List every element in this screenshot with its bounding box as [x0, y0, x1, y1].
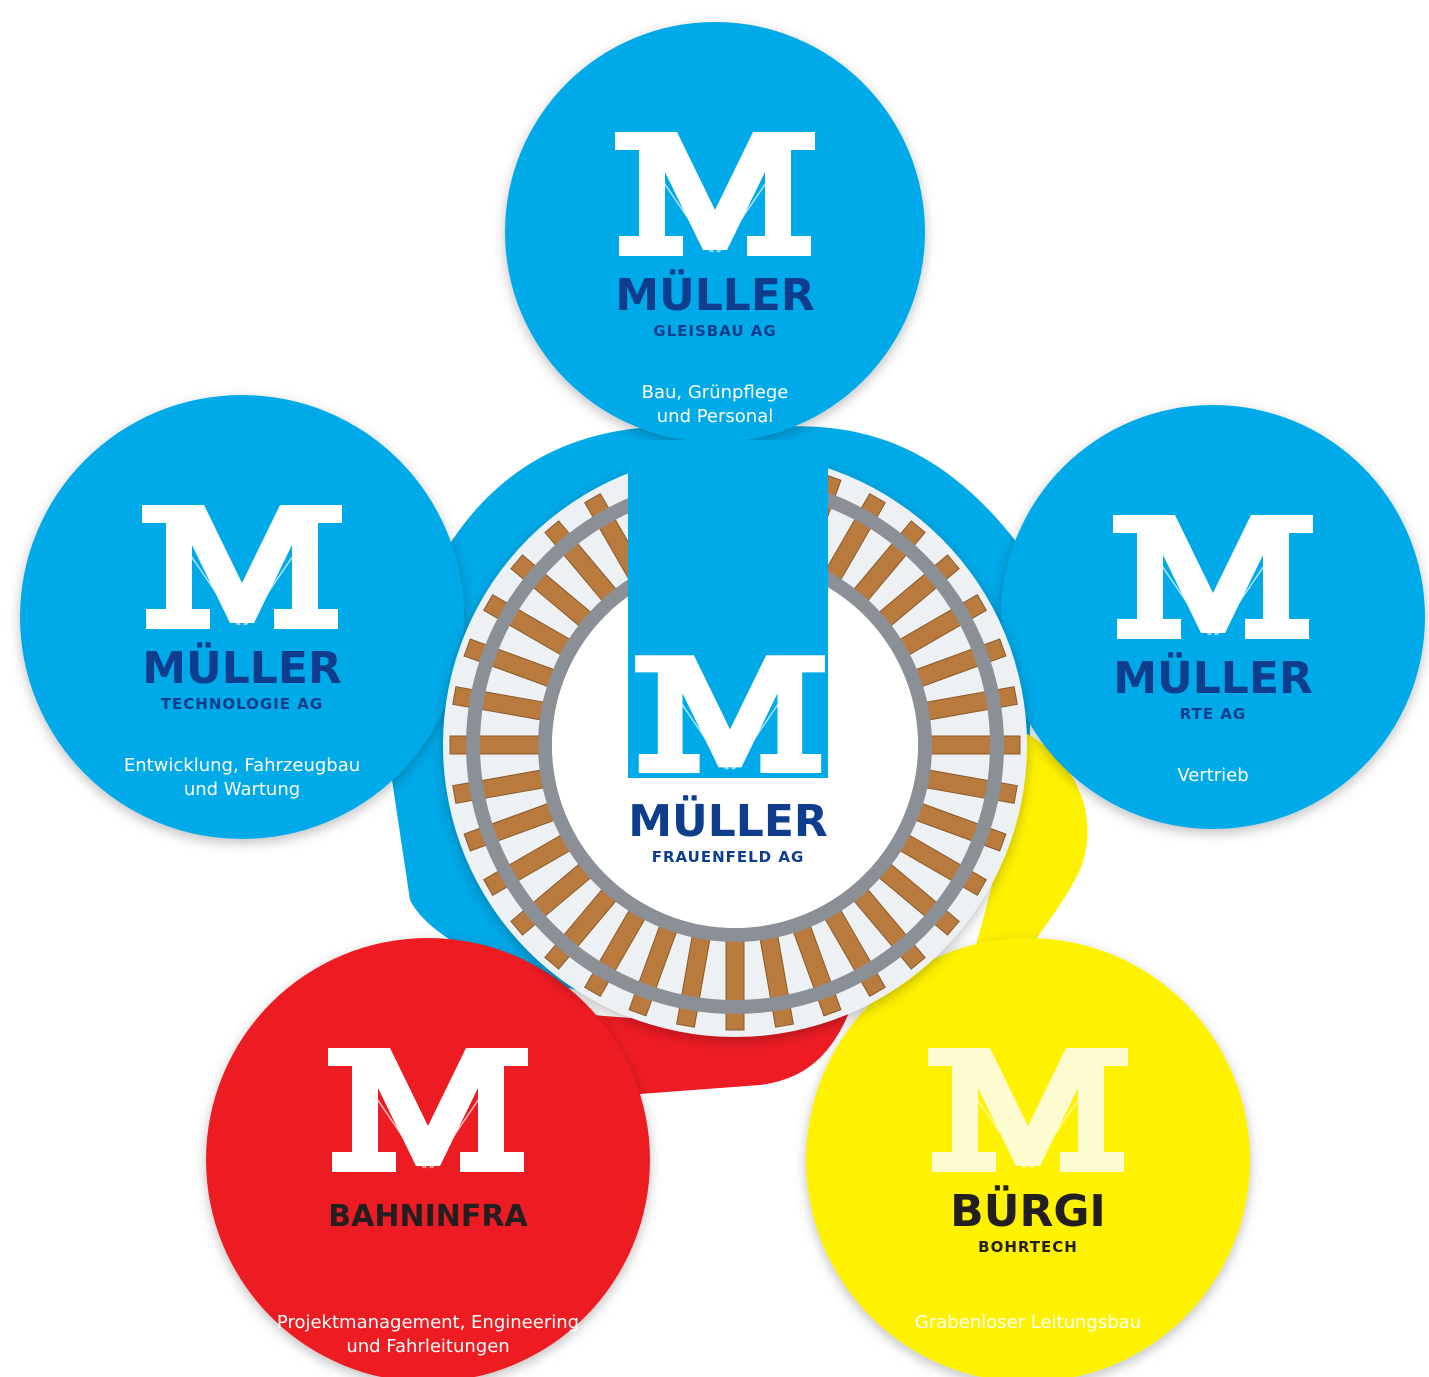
node-description: und Wartung	[184, 779, 300, 800]
sleeper	[726, 930, 744, 1030]
node-company: TECHNOLOGIE AG	[161, 695, 323, 713]
node-company: RTE AG	[1180, 705, 1247, 723]
node-description: Projektmanagement, Engineering	[277, 1312, 579, 1333]
company-node: BAHNINFRA Projektmanagement, Engineering u…	[206, 938, 650, 1377]
node-description: und Fahrleitungen	[346, 1336, 509, 1357]
node-brand: BÜRGI	[950, 1184, 1106, 1237]
node-brand: MÜLLER	[1113, 651, 1313, 704]
center-company: FRAUENFELD AG	[652, 848, 805, 866]
node-description: Bau, Grünpflege	[642, 382, 789, 403]
node-company: GLEISBAU AG	[653, 322, 776, 340]
node-description: Vertrieb	[1177, 765, 1248, 786]
sleeper	[450, 736, 550, 754]
node-description: Grabenloser Leitungsbau	[915, 1312, 1141, 1333]
node-brand: MÜLLER	[142, 641, 342, 694]
node-brand: BAHNINFRA	[328, 1199, 528, 1234]
node-company: BOHRTECH	[978, 1238, 1078, 1256]
sleeper	[920, 736, 1020, 754]
node-brand: MÜLLER	[615, 268, 815, 321]
center-brand: MÜLLER	[628, 794, 828, 847]
diagram: MÜLLERGLEISBAU AGBau, Grünpflegeund Pers…	[0, 0, 1429, 1377]
node-description: Entwicklung, Fahrzeugbau	[124, 755, 360, 776]
node-description: und Personal	[657, 406, 773, 427]
